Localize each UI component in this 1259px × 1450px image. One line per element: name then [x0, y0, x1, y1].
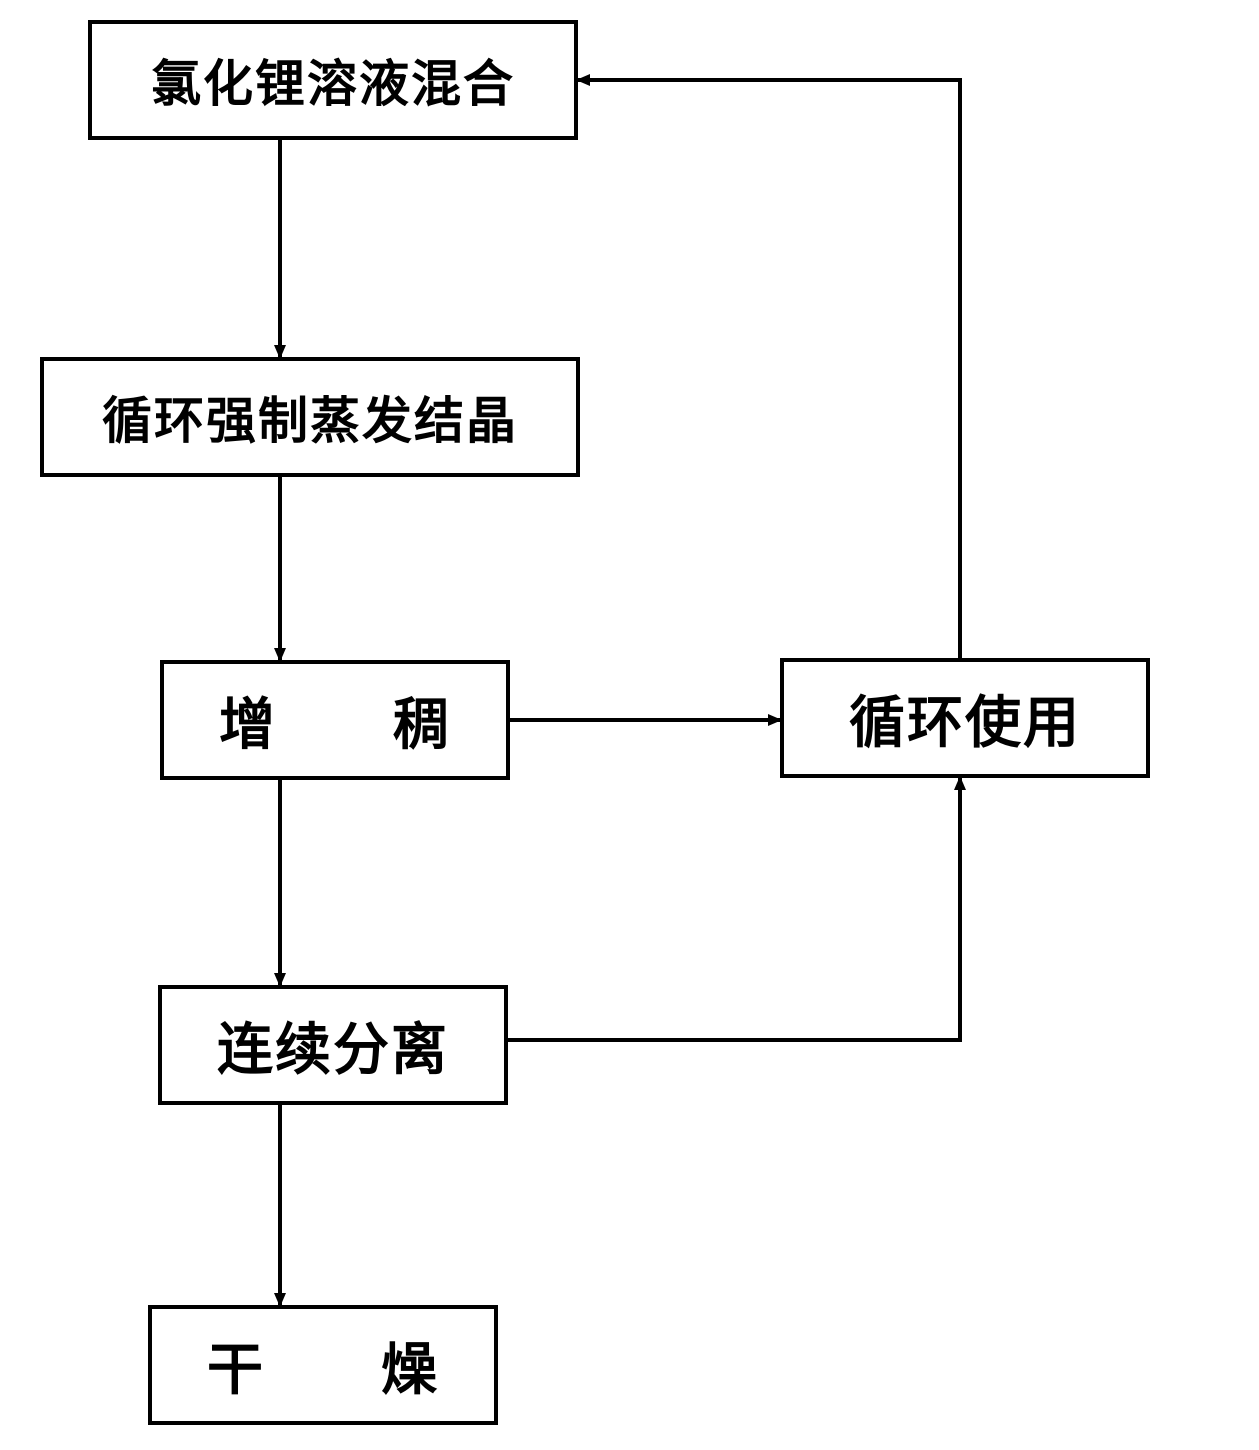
node-label: 增 稠	[219, 680, 451, 761]
edge	[578, 80, 960, 658]
node-label: 循环强制蒸发结晶	[102, 381, 518, 453]
node-n6: 循环使用	[780, 658, 1150, 778]
node-n4: 连续分离	[158, 985, 508, 1105]
node-label: 干 燥	[207, 1325, 439, 1406]
edge	[508, 778, 960, 1040]
node-label: 连续分离	[217, 1005, 449, 1086]
flowchart-canvas: 氯化锂溶液混合循环强制蒸发结晶增 稠连续分离干 燥 循环使用	[0, 0, 1259, 1450]
node-n2: 循环强制蒸发结晶	[40, 357, 580, 477]
node-n1: 氯化锂溶液混合	[88, 20, 578, 140]
node-n3: 增 稠	[160, 660, 510, 780]
node-label: 循环使用	[849, 678, 1081, 759]
node-label: 氯化锂溶液混合	[151, 44, 515, 116]
node-n5: 干 燥	[148, 1305, 498, 1425]
